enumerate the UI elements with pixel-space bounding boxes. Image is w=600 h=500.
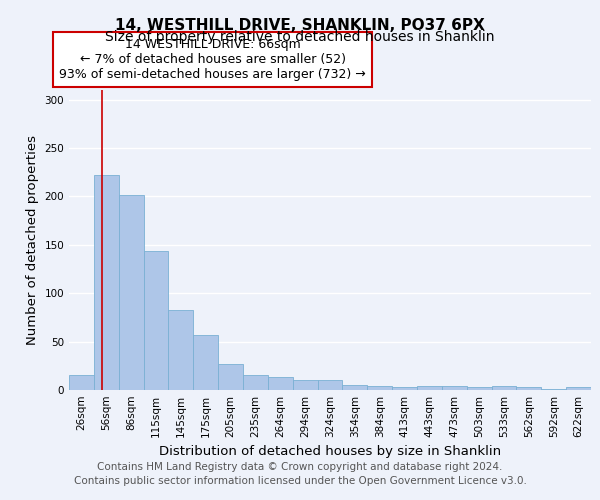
Bar bbox=[566, 387, 591, 390]
Bar bbox=[143, 250, 169, 390]
Text: Contains public sector information licensed under the Open Government Licence v3: Contains public sector information licen… bbox=[74, 476, 526, 486]
Bar bbox=[392, 387, 417, 390]
Bar bbox=[193, 335, 218, 390]
Bar bbox=[343, 385, 367, 390]
Text: 14 WESTHILL DRIVE: 66sqm
← 7% of detached houses are smaller (52)
93% of semi-de: 14 WESTHILL DRIVE: 66sqm ← 7% of detache… bbox=[59, 38, 366, 81]
Text: Contains HM Land Registry data © Crown copyright and database right 2024.: Contains HM Land Registry data © Crown c… bbox=[97, 462, 503, 472]
Bar bbox=[442, 386, 467, 390]
X-axis label: Distribution of detached houses by size in Shanklin: Distribution of detached houses by size … bbox=[159, 446, 501, 458]
Bar bbox=[69, 376, 94, 390]
Bar bbox=[94, 175, 119, 390]
Bar bbox=[367, 386, 392, 390]
Text: Size of property relative to detached houses in Shanklin: Size of property relative to detached ho… bbox=[105, 30, 495, 44]
Bar bbox=[317, 380, 343, 390]
Bar bbox=[467, 387, 491, 390]
Bar bbox=[268, 378, 293, 390]
Bar bbox=[417, 386, 442, 390]
Bar bbox=[218, 364, 243, 390]
Bar bbox=[119, 194, 143, 390]
Bar bbox=[541, 389, 566, 390]
Bar bbox=[169, 310, 193, 390]
Text: 14, WESTHILL DRIVE, SHANKLIN, PO37 6PX: 14, WESTHILL DRIVE, SHANKLIN, PO37 6PX bbox=[115, 18, 485, 32]
Bar bbox=[293, 380, 317, 390]
Y-axis label: Number of detached properties: Number of detached properties bbox=[26, 135, 39, 345]
Bar bbox=[491, 386, 517, 390]
Bar bbox=[243, 376, 268, 390]
Bar bbox=[517, 387, 541, 390]
